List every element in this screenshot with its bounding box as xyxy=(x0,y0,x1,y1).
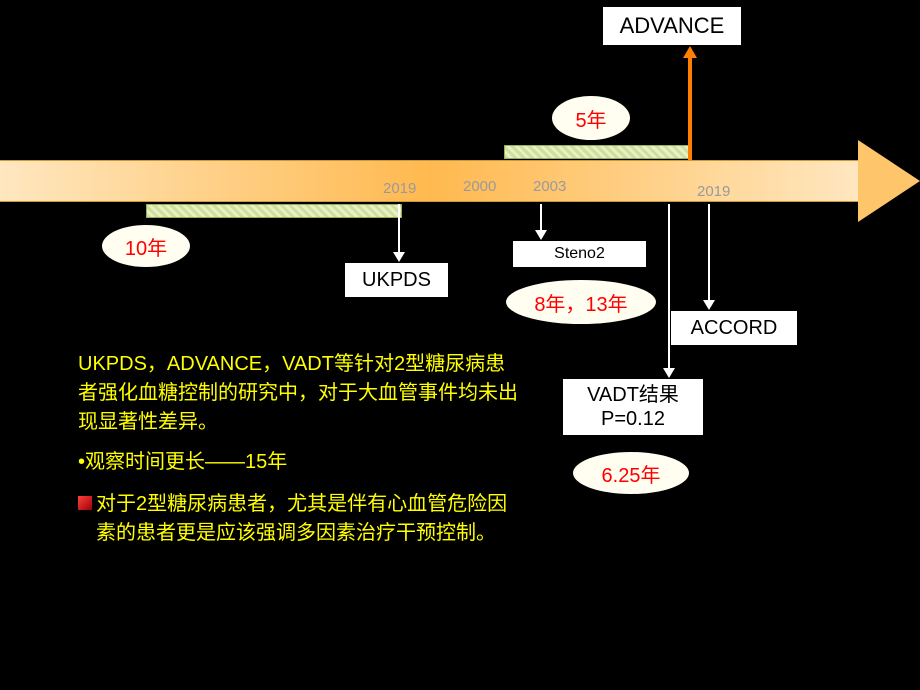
connector-ukpds-arrow-icon xyxy=(393,252,405,262)
node-vadt: VADT结果 P=0.12 xyxy=(562,378,704,436)
paragraph-2: •观察时间更长——15年 xyxy=(78,448,518,477)
timeline-shaft xyxy=(0,160,860,202)
bullet-icon xyxy=(78,496,92,510)
paragraph-3: 对于2型糖尿病患者，尤其是伴有心血管危险因素的患者更是应该强调多因素治疗干预控制… xyxy=(96,490,526,548)
ellipse-10yr: 10年 xyxy=(102,225,190,267)
connector-advance-arrow-icon xyxy=(683,46,697,58)
ellipse-6-25yr: 6.25年 xyxy=(573,452,689,494)
ellipse-5yr: 5年 xyxy=(552,96,630,140)
connector-accord-arrow-icon xyxy=(703,300,715,310)
node-advance: ADVANCE xyxy=(602,6,742,46)
tick-2003: 2003 xyxy=(533,178,566,195)
tick-2019a: 2019 xyxy=(383,180,416,197)
tick-2019b: 2019 xyxy=(697,183,730,200)
timeline-arrowhead xyxy=(858,140,920,222)
connector-advance-line xyxy=(688,58,692,160)
node-accord: ACCORD xyxy=(670,310,798,346)
ellipse-8-13yr: 8年，13年 xyxy=(506,280,656,324)
node-ukpds: UKPDS xyxy=(344,262,449,298)
connector-vadt-arrow-icon xyxy=(663,368,675,378)
connector-ukpds-line xyxy=(398,204,400,252)
tick-2000: 2000 xyxy=(463,178,496,195)
connector-accord-line xyxy=(708,204,710,300)
connector-steno-arrow-icon xyxy=(535,230,547,240)
hatch-bar-lower xyxy=(146,204,402,218)
node-steno2: Steno2 xyxy=(512,240,647,268)
paragraph-1: UKPDS，ADVANCE，VADT等针对2型糖尿病患者强化血糖控制的研究中，对… xyxy=(78,350,518,437)
connector-steno-line xyxy=(540,204,542,230)
hatch-bar-upper xyxy=(504,145,690,159)
